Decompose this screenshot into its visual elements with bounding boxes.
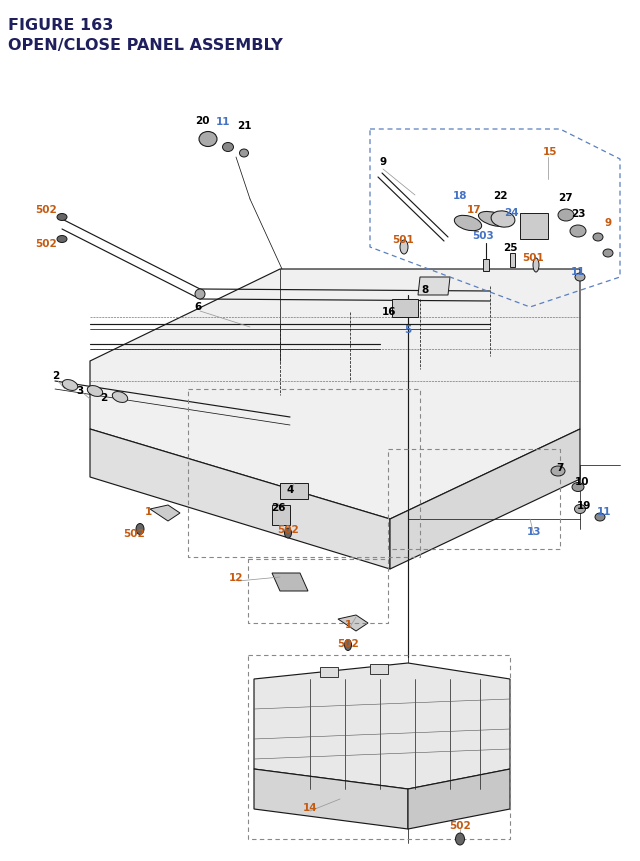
Text: 502: 502 bbox=[123, 529, 145, 538]
Text: 18: 18 bbox=[452, 191, 467, 201]
Text: 1: 1 bbox=[344, 619, 351, 629]
Bar bbox=[370, 664, 388, 674]
Text: 502: 502 bbox=[277, 524, 299, 535]
Text: 9: 9 bbox=[604, 218, 612, 228]
Text: 11: 11 bbox=[216, 117, 230, 127]
Ellipse shape bbox=[491, 212, 515, 228]
Text: 4: 4 bbox=[286, 485, 294, 494]
Text: 9: 9 bbox=[380, 157, 387, 167]
Text: 11: 11 bbox=[596, 506, 611, 517]
Polygon shape bbox=[390, 430, 580, 569]
Ellipse shape bbox=[87, 386, 102, 397]
Text: 19: 19 bbox=[577, 500, 591, 511]
Text: 11: 11 bbox=[571, 267, 585, 276]
Text: 12: 12 bbox=[228, 573, 243, 582]
Text: 502: 502 bbox=[35, 238, 57, 249]
Text: 21: 21 bbox=[237, 121, 252, 131]
Ellipse shape bbox=[112, 392, 128, 403]
Polygon shape bbox=[254, 769, 408, 829]
Ellipse shape bbox=[136, 523, 144, 535]
Bar bbox=[320, 667, 338, 678]
Text: 26: 26 bbox=[271, 503, 285, 512]
Text: 1: 1 bbox=[145, 506, 152, 517]
Bar bbox=[483, 260, 489, 272]
Text: 501: 501 bbox=[392, 235, 414, 245]
Text: OPEN/CLOSE PANEL ASSEMBLY: OPEN/CLOSE PANEL ASSEMBLY bbox=[8, 38, 283, 53]
Ellipse shape bbox=[57, 236, 67, 243]
Ellipse shape bbox=[570, 226, 586, 238]
Ellipse shape bbox=[199, 133, 217, 147]
Ellipse shape bbox=[593, 233, 603, 242]
Polygon shape bbox=[254, 663, 510, 789]
Text: 10: 10 bbox=[575, 476, 589, 486]
Polygon shape bbox=[90, 269, 580, 519]
Ellipse shape bbox=[603, 250, 613, 257]
Ellipse shape bbox=[533, 258, 539, 273]
Text: 503: 503 bbox=[472, 231, 494, 241]
Ellipse shape bbox=[62, 380, 77, 391]
Polygon shape bbox=[520, 214, 548, 239]
Ellipse shape bbox=[57, 214, 67, 221]
Ellipse shape bbox=[558, 210, 574, 222]
Ellipse shape bbox=[454, 216, 482, 232]
Text: 501: 501 bbox=[522, 253, 544, 263]
Text: 6: 6 bbox=[195, 301, 202, 312]
Ellipse shape bbox=[223, 143, 234, 152]
Text: 2: 2 bbox=[100, 393, 108, 403]
Text: 20: 20 bbox=[195, 116, 209, 126]
Ellipse shape bbox=[344, 640, 351, 651]
Ellipse shape bbox=[575, 505, 586, 514]
Polygon shape bbox=[272, 573, 308, 592]
Polygon shape bbox=[150, 505, 180, 522]
Ellipse shape bbox=[479, 212, 509, 227]
Bar bbox=[510, 254, 515, 268]
Text: 3: 3 bbox=[76, 386, 84, 395]
Ellipse shape bbox=[285, 529, 291, 538]
Text: 15: 15 bbox=[543, 147, 557, 157]
Text: 23: 23 bbox=[571, 208, 585, 219]
Text: 27: 27 bbox=[557, 193, 572, 202]
Circle shape bbox=[195, 289, 205, 300]
Ellipse shape bbox=[572, 483, 584, 492]
Ellipse shape bbox=[551, 467, 565, 476]
Text: 14: 14 bbox=[303, 802, 317, 812]
Polygon shape bbox=[408, 769, 510, 829]
Polygon shape bbox=[418, 278, 450, 295]
Text: 13: 13 bbox=[527, 526, 541, 536]
Text: 16: 16 bbox=[381, 307, 396, 317]
Text: 8: 8 bbox=[421, 285, 429, 294]
Ellipse shape bbox=[456, 833, 465, 845]
Text: 17: 17 bbox=[467, 205, 481, 214]
Polygon shape bbox=[272, 505, 290, 525]
Polygon shape bbox=[90, 430, 390, 569]
Ellipse shape bbox=[239, 150, 248, 158]
Polygon shape bbox=[338, 616, 368, 631]
Text: 25: 25 bbox=[503, 243, 517, 253]
Text: 5: 5 bbox=[404, 325, 412, 335]
Text: 24: 24 bbox=[504, 208, 518, 218]
Polygon shape bbox=[280, 483, 308, 499]
Text: 502: 502 bbox=[337, 638, 359, 648]
Text: 502: 502 bbox=[35, 205, 57, 214]
Text: FIGURE 163: FIGURE 163 bbox=[8, 18, 113, 33]
Ellipse shape bbox=[595, 513, 605, 522]
Ellipse shape bbox=[575, 274, 585, 282]
Ellipse shape bbox=[400, 241, 408, 255]
Polygon shape bbox=[392, 300, 418, 318]
Text: 7: 7 bbox=[556, 462, 564, 473]
Text: 2: 2 bbox=[52, 370, 60, 381]
Text: 22: 22 bbox=[493, 191, 508, 201]
Text: 502: 502 bbox=[449, 820, 471, 830]
